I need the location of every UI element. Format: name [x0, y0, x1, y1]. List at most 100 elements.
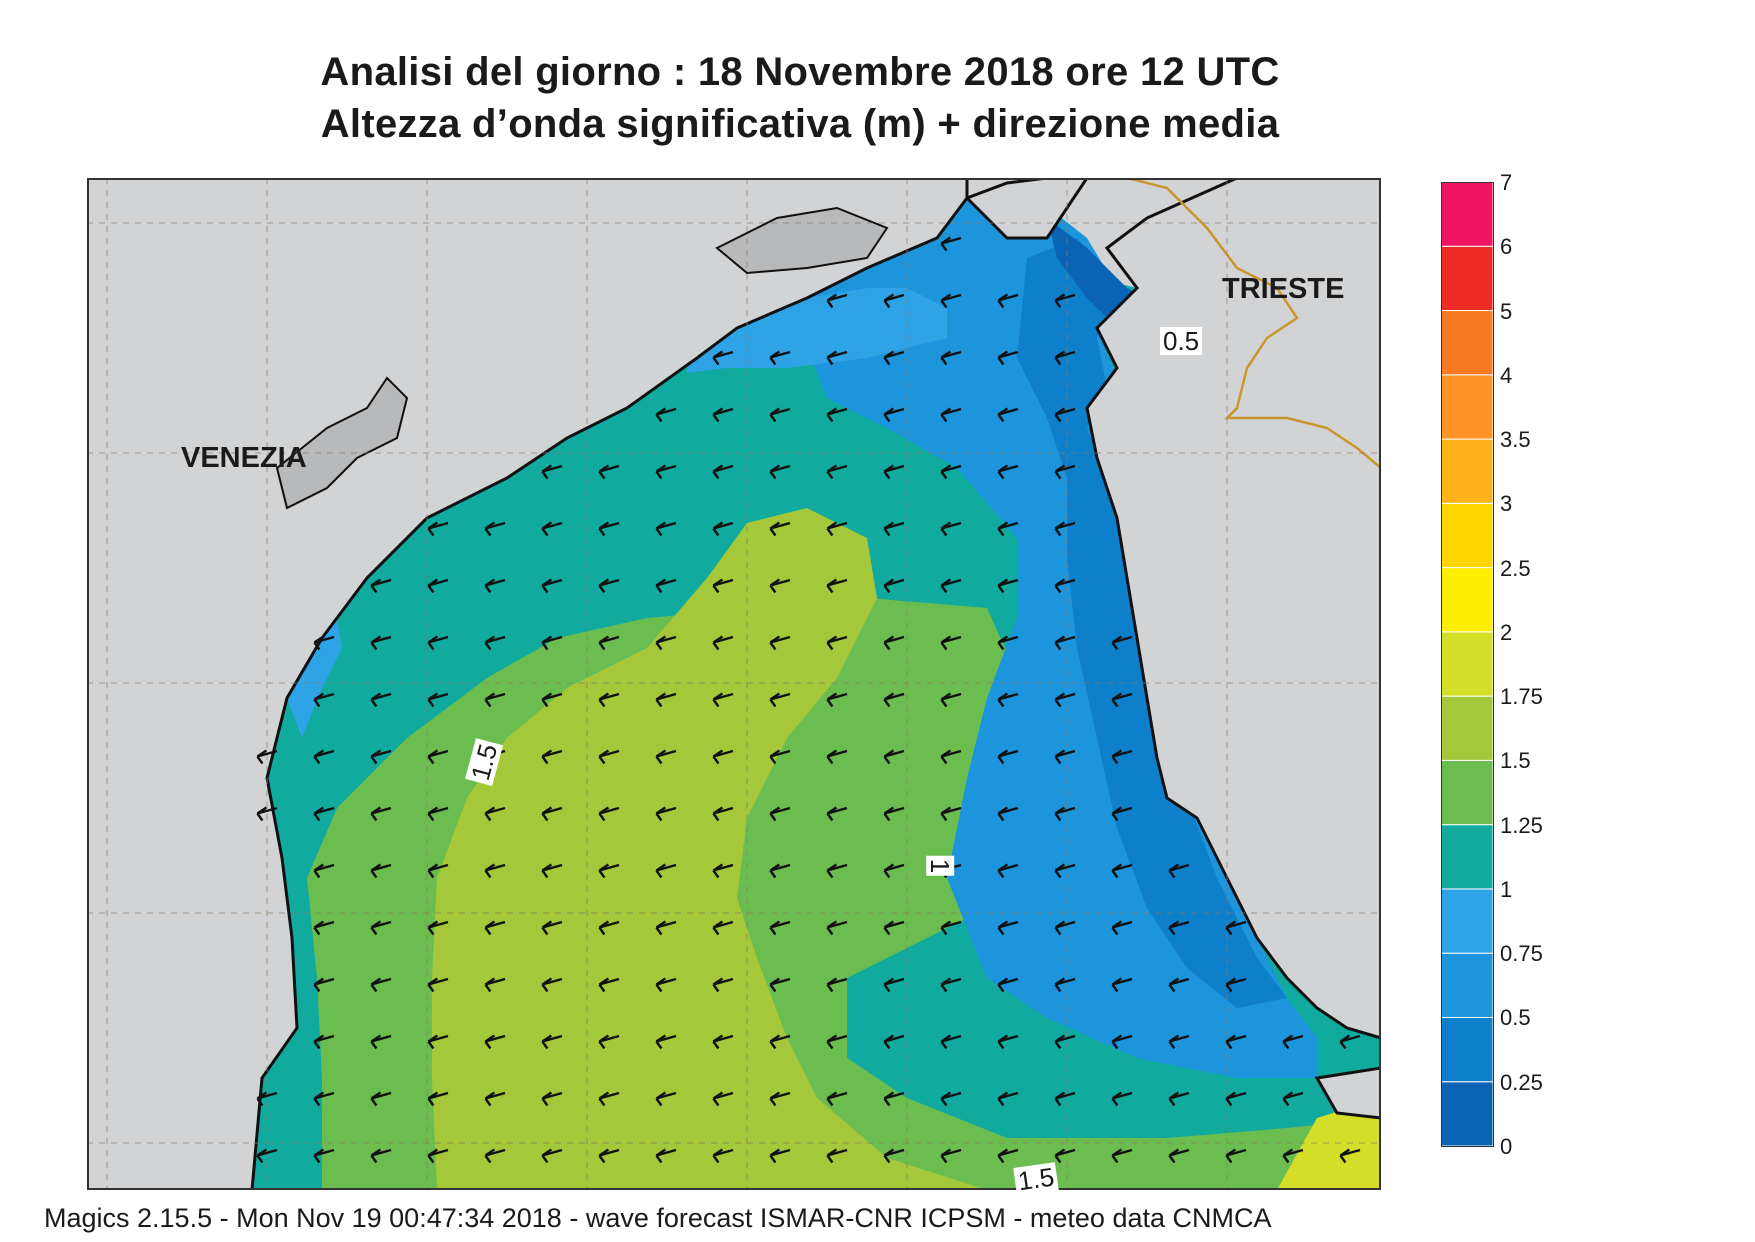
- wave-arrow-head: [883, 635, 895, 651]
- wave-arrow-head: [712, 407, 724, 423]
- wave-arrow-head: [1054, 1148, 1066, 1164]
- wave-arrow-head: [427, 578, 439, 594]
- colorbar-tick-label: 4: [1500, 362, 1513, 388]
- wave-arrow-head: [655, 1034, 667, 1050]
- colorbar-tick-label: 2: [1500, 619, 1513, 645]
- colorbar-tick-label: 0.75: [1500, 941, 1543, 967]
- wave-arrow-head: [712, 977, 724, 993]
- wave-arrow-head: [370, 1091, 382, 1107]
- wave-arrow-head: [1054, 1091, 1066, 1107]
- wave-arrow-head: [1054, 293, 1066, 309]
- wave-arrow-head: [370, 1034, 382, 1050]
- wave-arrow-head: [598, 521, 610, 537]
- wave-arrow-head: [598, 464, 610, 480]
- wave-arrow-head: [1111, 806, 1123, 822]
- graticule: [87, 178, 1381, 1190]
- wave-arrow-head: [997, 863, 1009, 879]
- city-label-trieste: TRIESTE: [1222, 273, 1345, 305]
- wave-arrow-head: [997, 464, 1009, 480]
- contour-label-1: 1: [925, 855, 955, 877]
- wave-arrow-head: [598, 749, 610, 765]
- wave-arrow-head: [883, 407, 895, 423]
- wave-arrow-head: [997, 749, 1009, 765]
- band-1.5-1.75: [432, 508, 987, 1190]
- wave-arrow-head: [370, 692, 382, 708]
- wave-arrow-head: [826, 977, 838, 993]
- wave-arrow-head: [940, 578, 952, 594]
- wave-arrow-head: [1168, 1091, 1180, 1107]
- wave-arrow-head: [484, 920, 496, 936]
- wave-arrow-head: [997, 350, 1009, 366]
- wave-arrow-head: [997, 1148, 1009, 1164]
- wave-arrow-head: [940, 1148, 952, 1164]
- wave-arrow-head: [655, 464, 667, 480]
- wave-arrow-head: [1225, 977, 1237, 993]
- wave-arrow-head: [598, 635, 610, 651]
- colorbar-swatch: [1441, 182, 1494, 247]
- colorbar-tick-label: 2.5: [1500, 555, 1531, 581]
- wave-arrow-head: [940, 1091, 952, 1107]
- wave-arrow-head: [1054, 350, 1066, 366]
- wave-arrow-head: [997, 293, 1009, 309]
- wave-arrow-head: [1111, 635, 1123, 651]
- wave-arrow-head: [484, 521, 496, 537]
- wave-arrow-head: [1054, 635, 1066, 651]
- wave-arrow-head: [598, 920, 610, 936]
- wave-arrow-head: [1054, 692, 1066, 708]
- wave-arrow-head: [940, 692, 952, 708]
- land-south-east: [1314, 1066, 1381, 1120]
- wave-arrow-head: [826, 692, 838, 708]
- wave-arrow-head: [997, 977, 1009, 993]
- colorbar-tick-label: 3: [1500, 491, 1513, 517]
- colorbar-swatch: [1441, 245, 1494, 312]
- wave-arrow-head: [541, 920, 553, 936]
- wave-arrow-head: [1339, 1034, 1351, 1050]
- wave-arrow-head: [541, 464, 553, 480]
- wave-arrow-head: [712, 521, 724, 537]
- wave-arrow-head: [313, 635, 325, 651]
- wave-arrow-head: [313, 692, 325, 708]
- chart-title: Analisi del giorno : 18 Novembre 2018 or…: [320, 50, 1280, 94]
- wave-arrow-head: [313, 920, 325, 936]
- wave-arrow-head: [997, 635, 1009, 651]
- wave-arrow-head: [712, 806, 724, 822]
- wave-arrow-head: [940, 236, 952, 252]
- wave-arrow-head: [826, 350, 838, 366]
- wave-arrow-head: [541, 521, 553, 537]
- wave-arrow-head: [883, 578, 895, 594]
- wave-arrow-head: [427, 749, 439, 765]
- wave-arrow-head: [313, 806, 325, 822]
- wave-arrow-head: [940, 806, 952, 822]
- wave-arrow-head: [598, 692, 610, 708]
- wave-arrow-head: [826, 806, 838, 822]
- wave-arrow-head: [997, 692, 1009, 708]
- wave-arrow-head: [541, 1091, 553, 1107]
- wave-arrow-head: [1054, 749, 1066, 765]
- wave-arrow-head: [1111, 920, 1123, 936]
- wave-arrow-head: [883, 920, 895, 936]
- wave-arrow-head: [1168, 1034, 1180, 1050]
- wave-arrow-head: [940, 293, 952, 309]
- wave-arrow-head: [370, 806, 382, 822]
- wave-arrow-head: [655, 977, 667, 993]
- wave-arrow-head: [712, 749, 724, 765]
- wave-arrow-head: [769, 749, 781, 765]
- map-frame: [87, 178, 1381, 1190]
- wave-arrow-head: [883, 749, 895, 765]
- wave-arrow-head: [313, 1091, 325, 1107]
- wave-arrow-head: [1054, 1034, 1066, 1050]
- wave-arrow-head: [826, 464, 838, 480]
- wave-arrow-head: [712, 464, 724, 480]
- wave-arrow-head: [541, 1148, 553, 1164]
- wave-arrow-head: [370, 635, 382, 651]
- colorbar-swatch: [1441, 631, 1494, 697]
- wave-arrow-head: [712, 692, 724, 708]
- wave-arrow-head: [997, 920, 1009, 936]
- colorbar-swatch: [1441, 438, 1494, 504]
- wave-arrow-head: [484, 806, 496, 822]
- colorbar-tick-label: 1.5: [1500, 748, 1531, 774]
- wave-direction-arrows: [256, 236, 1361, 1164]
- wave-arrow-head: [256, 806, 268, 822]
- wave-arrow-head: [769, 635, 781, 651]
- colorbar-tick-label: 6: [1500, 234, 1513, 260]
